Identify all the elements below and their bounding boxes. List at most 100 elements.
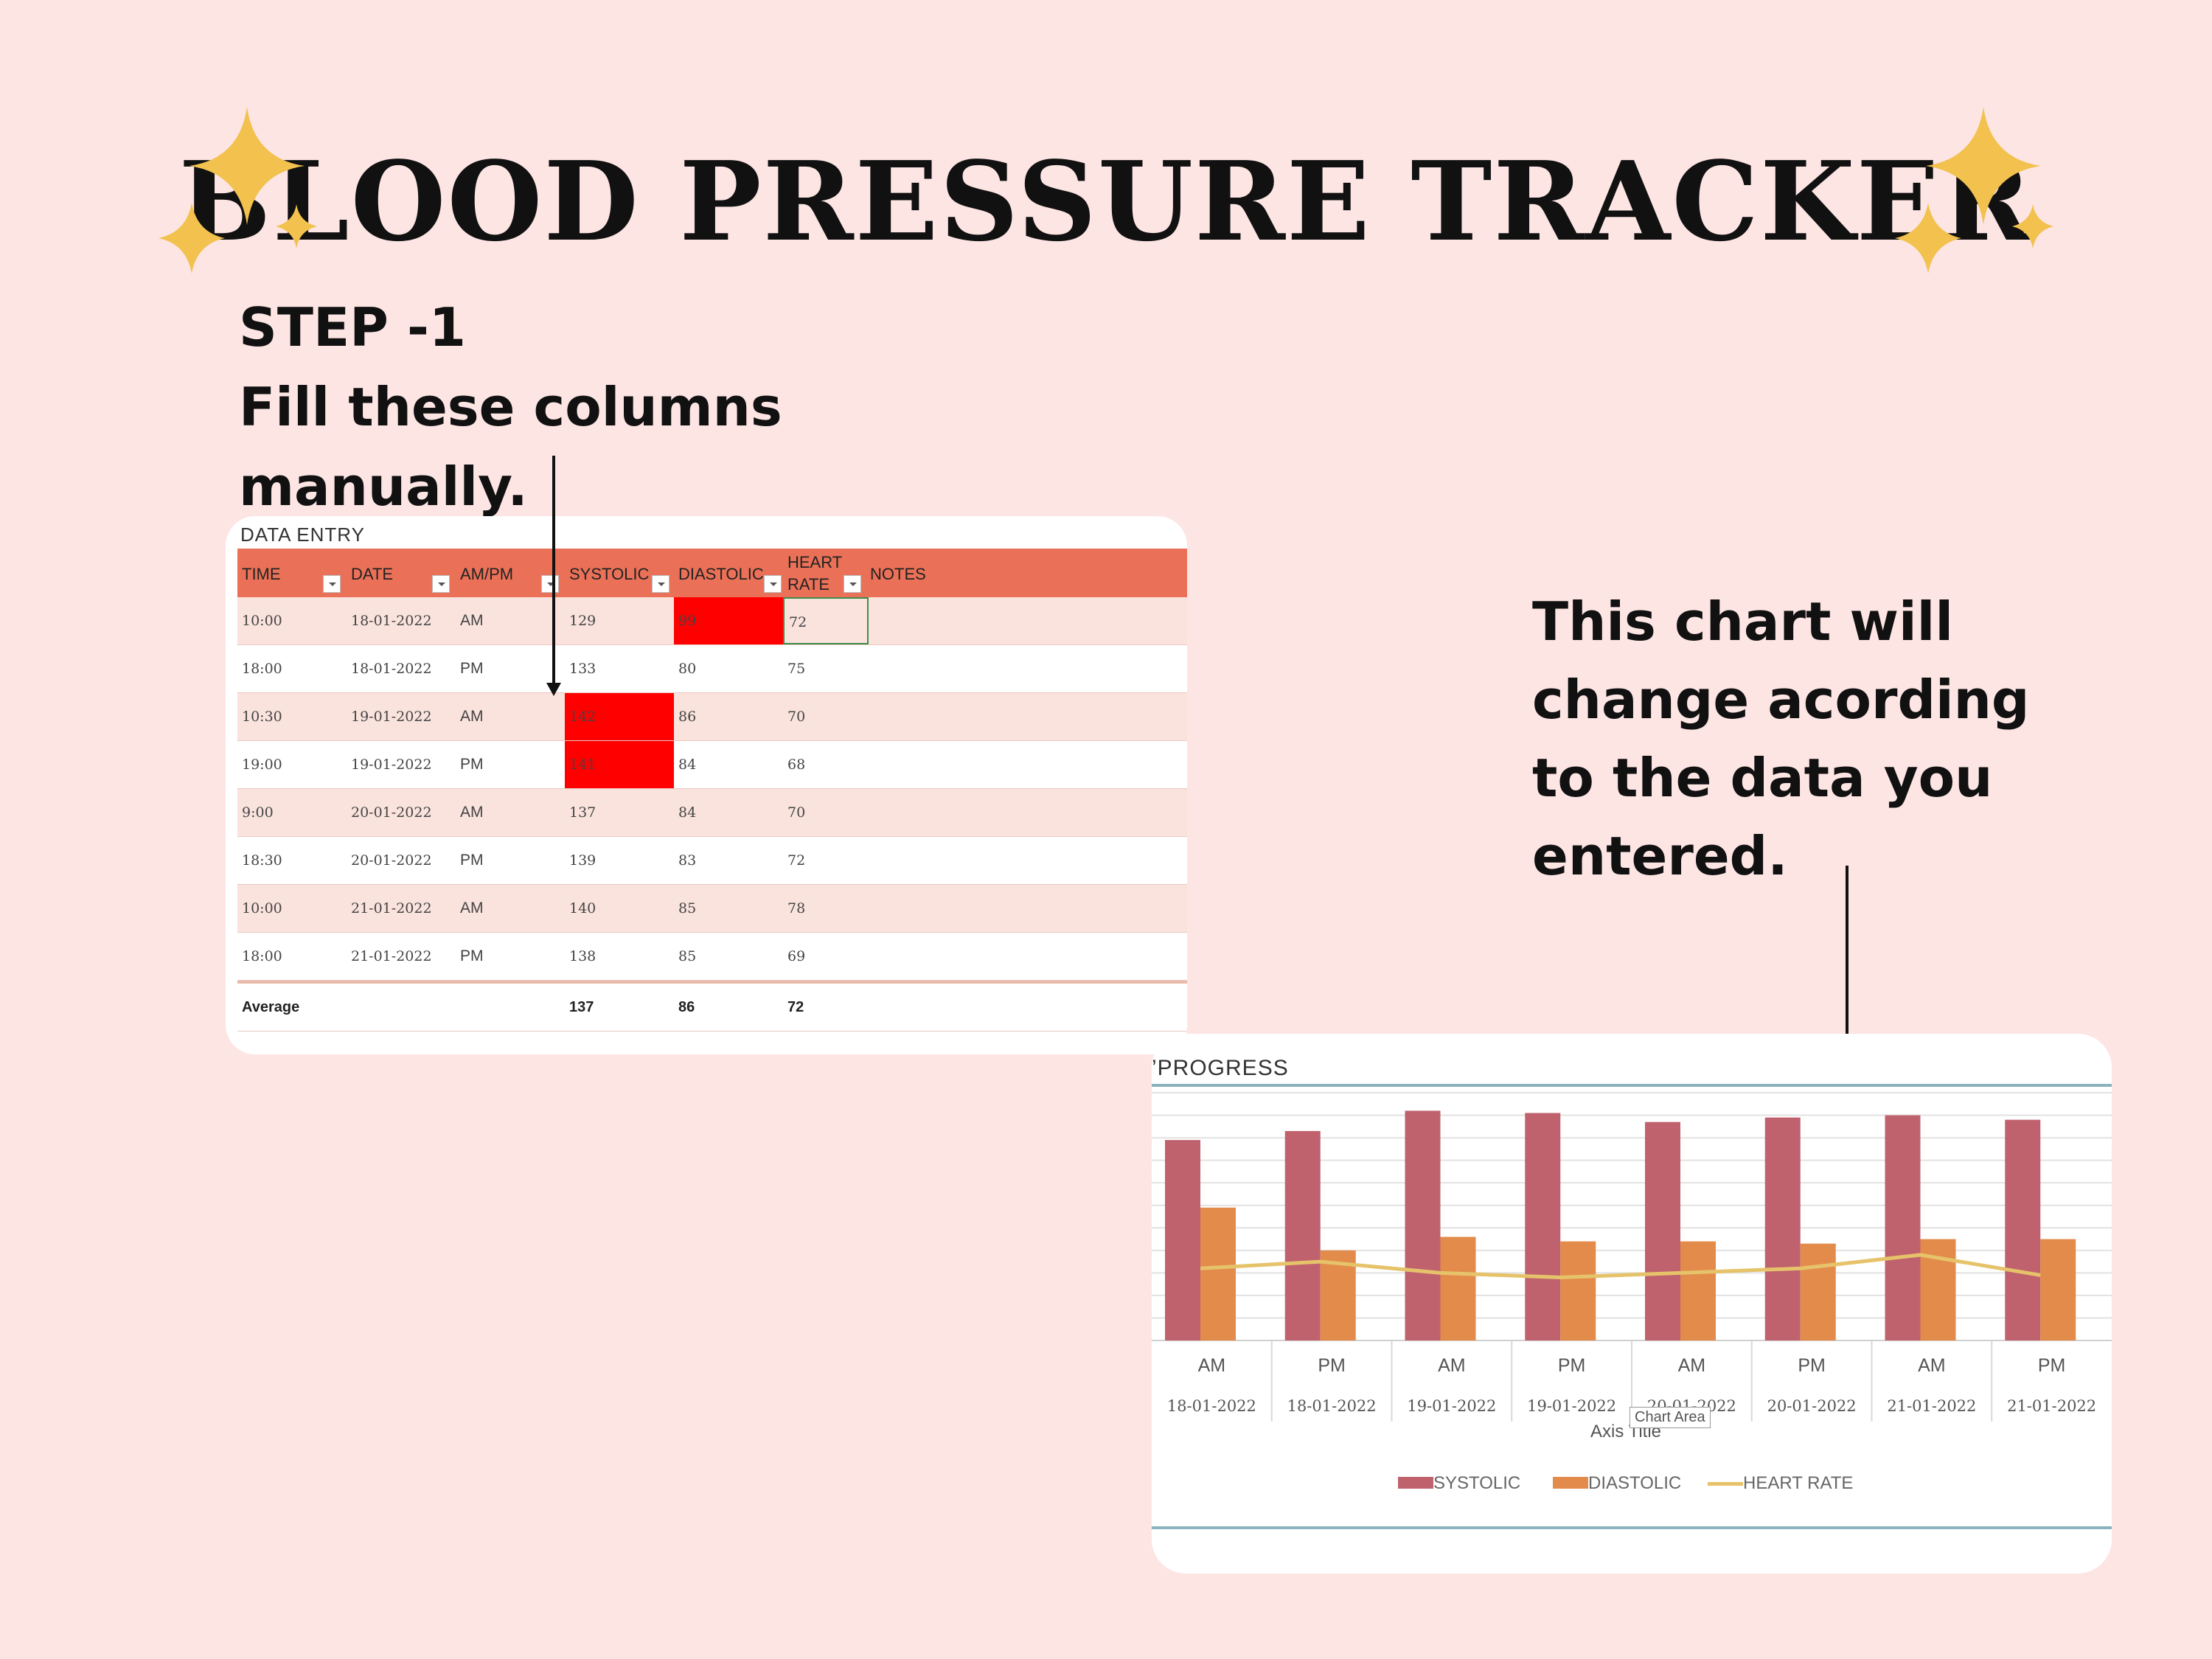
cell-time[interactable]: 18:00 <box>242 948 282 964</box>
average-label: Average <box>242 999 300 1015</box>
cell-ampm[interactable]: AM <box>460 612 484 629</box>
cell-date[interactable]: 19-01-2022 <box>351 709 432 725</box>
chart-top-rule <box>1152 1084 2112 1087</box>
bar-systolic <box>2005 1119 2041 1340</box>
cell-date[interactable]: 18-01-2022 <box>351 613 432 629</box>
bar-diastolic <box>1800 1243 1836 1340</box>
cell-diastolic[interactable]: 84 <box>678 757 697 773</box>
sparkle-left-icon <box>151 107 328 284</box>
cell-ampm[interactable]: AM <box>460 804 484 821</box>
header-date[interactable]: DATE <box>347 549 456 597</box>
sparkle-right-icon <box>1888 107 2065 284</box>
table-row[interactable]: 18:30 20-01-2022 PM 139 83 72 <box>237 837 1187 885</box>
header-ampm[interactable]: AM/PM <box>456 549 565 597</box>
cell-date[interactable]: 20-01-2022 <box>351 804 432 821</box>
bar-diastolic <box>1680 1241 1716 1340</box>
cell-systolic[interactable]: 142 <box>565 693 674 740</box>
bar-systolic <box>1405 1110 1441 1340</box>
cell-heart-rate[interactable]: 68 <box>787 757 806 773</box>
cell-time[interactable]: 9:00 <box>242 804 274 821</box>
filter-dropdown-icon[interactable] <box>432 575 450 593</box>
table-row[interactable]: 10:30 19-01-2022 AM 142 86 70 <box>237 693 1187 741</box>
chart-bottom-rule <box>1152 1526 2112 1529</box>
cell-diastolic[interactable]: 83 <box>678 852 697 869</box>
header-systolic[interactable]: SYSTOLIC <box>565 549 674 597</box>
cell-date[interactable]: 21-01-2022 <box>351 948 432 964</box>
header-diastolic[interactable]: DIASTOLIC <box>674 549 783 597</box>
table-row[interactable]: 18:00 18-01-2022 PM 133 80 75 <box>237 645 1187 693</box>
cell-heart-rate[interactable]: 70 <box>787 709 806 725</box>
cell-diastolic[interactable]: 85 <box>678 900 697 917</box>
cell-time[interactable]: 10:00 <box>242 900 282 917</box>
average-systolic: 137 <box>569 999 594 1015</box>
cell-systolic[interactable]: 133 <box>569 661 597 677</box>
cell-heart-rate[interactable]: 78 <box>787 900 806 917</box>
cell-diastolic[interactable]: 80 <box>678 661 697 677</box>
note-line-4: entered. <box>1532 825 1788 887</box>
header-time[interactable]: TIME <box>237 549 347 597</box>
chart-plot[interactable]: AM 18-01-2022 PM 18-01-2022 AM 19-01-2022 PM 19… <box>1152 1034 2112 1476</box>
bar-systolic <box>1764 1117 1801 1340</box>
bar-systolic <box>1645 1121 1680 1340</box>
cell-heart-rate[interactable]: 69 <box>787 948 806 964</box>
bar-systolic <box>1525 1113 1561 1340</box>
bar-systolic <box>1165 1140 1200 1340</box>
cell-diastolic[interactable]: 86 <box>678 709 697 725</box>
cell-time[interactable]: 10:00 <box>242 613 282 629</box>
x-tick-date: 21-01-2022 <box>1887 1397 1976 1415</box>
cell-ampm[interactable]: AM <box>460 708 484 725</box>
bar-diastolic <box>1200 1207 1236 1340</box>
arrowhead-icon <box>546 683 561 696</box>
average-row: Average 137 86 72 <box>237 981 1187 1032</box>
note-line-2: change acording <box>1532 669 2030 731</box>
progress-chart-panel[interactable]: ’PROGRESS AM 18-01-2022 PM 18-01-2022 AM 19-0… <box>1152 1034 2112 1573</box>
cell-ampm[interactable]: PM <box>460 852 484 869</box>
cell-systolic[interactable]: 129 <box>569 613 597 629</box>
cell-systolic[interactable]: 140 <box>569 900 597 917</box>
cell-date[interactable]: 18-01-2022 <box>351 661 432 677</box>
cell-heart-rate-selected[interactable]: 72 <box>783 597 869 644</box>
cell-time[interactable]: 19:00 <box>242 757 282 773</box>
filter-dropdown-icon[interactable] <box>323 575 341 593</box>
cell-ampm[interactable]: PM <box>460 660 484 677</box>
data-entry-title: DATA ENTRY <box>240 524 365 546</box>
table-row[interactable]: 10:00 18-01-2022 AM 129 99 72 <box>237 597 1187 645</box>
filter-dropdown-icon[interactable] <box>541 575 559 593</box>
cell-diastolic[interactable]: 84 <box>678 804 697 821</box>
cell-time[interactable]: 18:00 <box>242 661 282 677</box>
filter-dropdown-icon[interactable] <box>844 575 861 593</box>
cell-systolic[interactable]: 138 <box>569 948 597 964</box>
header-heart-rate[interactable]: HEART RATE <box>783 549 866 597</box>
table-row[interactable]: 10:00 21-01-2022 AM 140 85 78 <box>237 885 1187 933</box>
chart-title: ’PROGRESS <box>1152 1056 1289 1080</box>
cell-ampm[interactable]: PM <box>460 756 484 773</box>
note-line-3: to the data you <box>1532 747 1993 809</box>
cell-time[interactable]: 10:30 <box>242 709 282 725</box>
cell-heart-rate[interactable]: 72 <box>787 852 806 869</box>
cell-time[interactable]: 18:30 <box>242 852 282 869</box>
filter-dropdown-icon[interactable] <box>764 575 782 593</box>
cell-diastolic[interactable]: 85 <box>678 948 697 964</box>
header-notes[interactable]: NOTES <box>870 565 926 583</box>
cell-diastolic[interactable]: 99 <box>674 597 783 644</box>
data-entry-panel: DATA ENTRY TIME DATE AM/PM SYSTOLIC DIAS… <box>226 516 1187 1054</box>
cell-heart-rate[interactable]: 75 <box>787 661 806 677</box>
x-tick-date: 18-01-2022 <box>1287 1397 1377 1415</box>
arrow-to-table-icon <box>552 456 555 686</box>
cell-ampm[interactable]: AM <box>460 900 484 917</box>
legend-label: SYSTOLIC <box>1433 1473 1521 1493</box>
cell-systolic[interactable]: 137 <box>569 804 597 821</box>
table-header: TIME DATE AM/PM SYSTOLIC DIASTOLIC HEART… <box>237 549 1187 597</box>
x-tick-date: 19-01-2022 <box>1527 1397 1616 1415</box>
cell-date[interactable]: 19-01-2022 <box>351 757 432 773</box>
cell-heart-rate[interactable]: 70 <box>787 804 806 821</box>
cell-date[interactable]: 20-01-2022 <box>351 852 432 869</box>
table-row[interactable]: 9:00 20-01-2022 AM 137 84 70 <box>237 789 1187 837</box>
filter-dropdown-icon[interactable] <box>652 575 669 593</box>
table-row[interactable]: 19:00 19-01-2022 PM 141 84 68 <box>237 741 1187 789</box>
cell-systolic[interactable]: 139 <box>569 852 597 869</box>
cell-ampm[interactable]: PM <box>460 947 484 964</box>
cell-date[interactable]: 21-01-2022 <box>351 900 432 917</box>
table-row[interactable]: 18:00 21-01-2022 PM 138 85 69 <box>237 933 1187 981</box>
cell-systolic[interactable]: 141 <box>565 741 674 788</box>
